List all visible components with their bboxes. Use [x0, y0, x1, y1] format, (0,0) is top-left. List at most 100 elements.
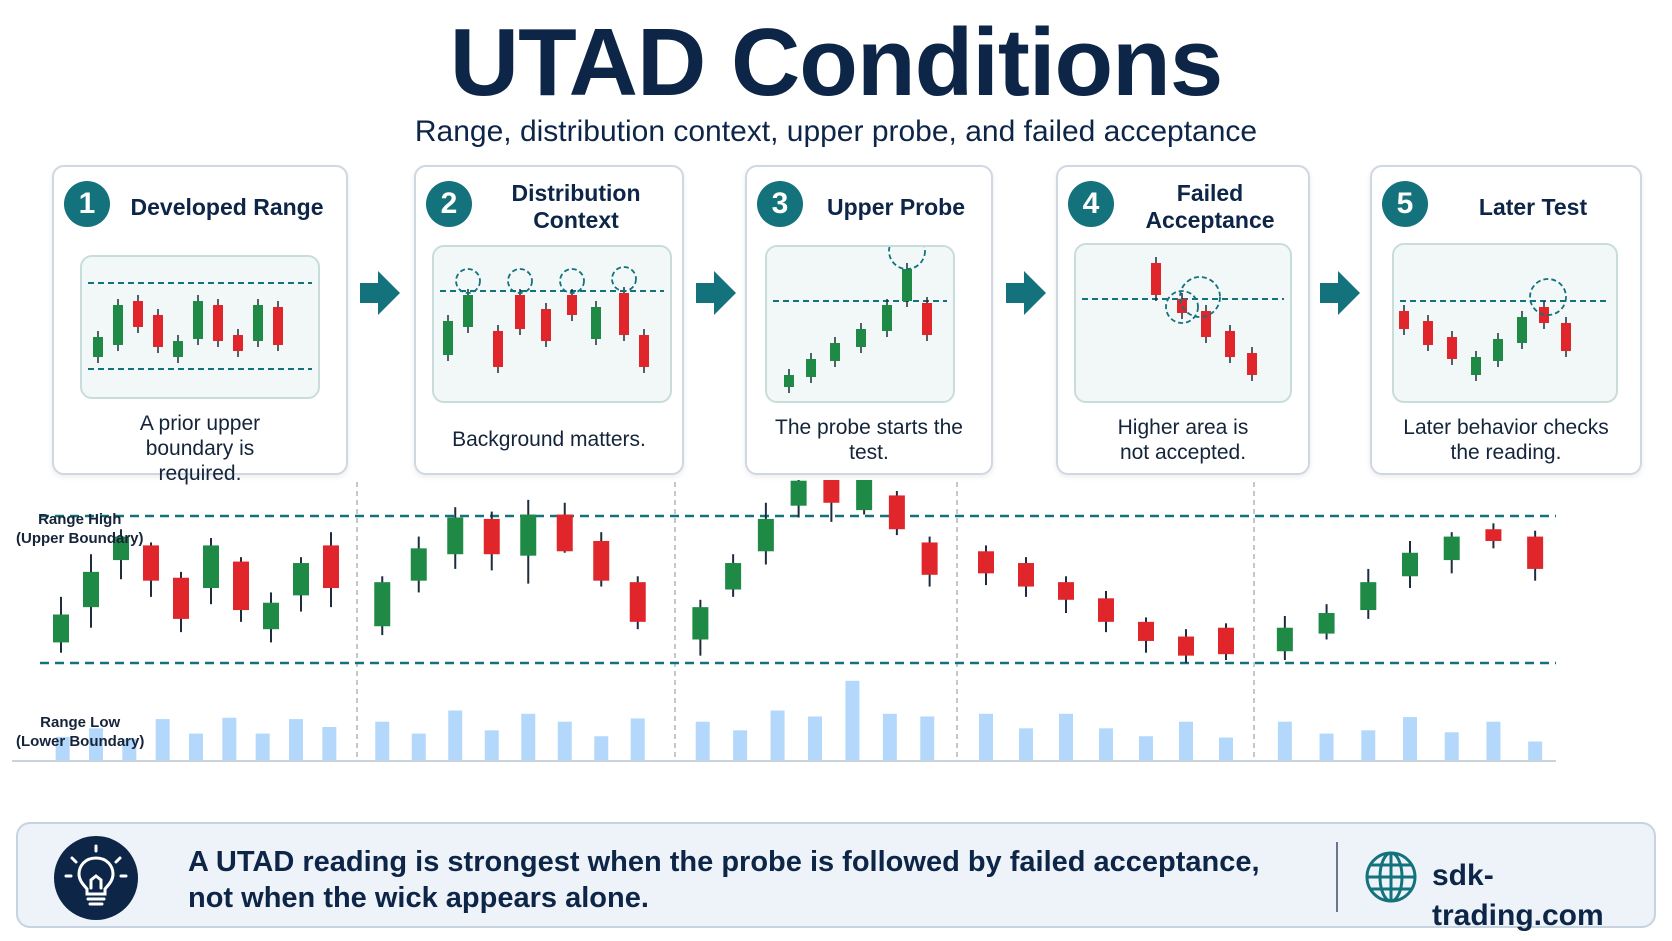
mini-bear-candle [213, 305, 223, 341]
mini-bull-candle [93, 337, 103, 357]
bull-candle [520, 514, 537, 556]
bear-candle [483, 518, 500, 555]
step-card-2: 2 Distribution Context Background matter… [414, 165, 684, 475]
volume-bar [979, 713, 993, 760]
mini-bear-candle [541, 309, 551, 341]
arrow-right-icon [1006, 271, 1046, 315]
highlight-circle [559, 268, 585, 294]
mini-bull-candle [882, 305, 892, 331]
bull-candle [53, 614, 69, 643]
mini-bull-candle [1493, 339, 1503, 361]
volume-bar [222, 717, 237, 760]
volume-bar [411, 733, 426, 760]
volume-bar [521, 713, 536, 760]
volume-bar [448, 710, 463, 760]
mini-bull-candle [463, 295, 473, 327]
bear-candle [978, 551, 994, 574]
volume-bar [55, 736, 70, 760]
volume-bar [484, 730, 499, 760]
mini-bull-candle [113, 305, 123, 345]
bull-candle [374, 582, 391, 627]
volume-bar [557, 721, 572, 760]
bear-candle [1138, 621, 1154, 641]
bear-candle [593, 540, 610, 581]
mini-chart-upper-probe [765, 245, 955, 403]
bull-candle [83, 571, 99, 608]
bull-candle [1318, 613, 1335, 634]
volume-bar [1444, 732, 1459, 760]
step-title: Upper Probe [826, 193, 966, 220]
bear-candle [1527, 536, 1544, 569]
volume-bar [1059, 713, 1073, 760]
step-number-badge: 2 [426, 181, 472, 227]
mini-bear-candle [273, 307, 283, 345]
volume-bar [189, 733, 203, 760]
step-card-5: 5 Later Test Later behavior checks the r… [1370, 165, 1642, 475]
step-title: Distribution Context [511, 180, 641, 233]
volume-bar [322, 727, 337, 760]
volume-bar [89, 728, 103, 760]
volume-bar [1361, 730, 1376, 760]
bear-candle [1485, 529, 1502, 541]
volume-bar [1319, 733, 1334, 760]
volume-bar [594, 736, 609, 760]
lightbulb-icon [54, 836, 138, 920]
main-candlestick-chart [12, 480, 1556, 762]
volume-bar [289, 719, 303, 760]
bull-candle [447, 517, 464, 555]
volume-bar [1219, 737, 1233, 760]
volume-bar [845, 680, 860, 760]
bear-candle [173, 577, 189, 619]
bull-candle [203, 545, 219, 589]
mini-bear-candle [153, 315, 163, 347]
highlight-circle [1529, 278, 1567, 316]
bull-candle [790, 480, 807, 506]
mini-chart-failed-acceptance [1074, 243, 1292, 403]
volume-bar [375, 721, 390, 760]
highlight-circle [611, 266, 637, 292]
mini-bear-candle [515, 295, 525, 329]
bull-candle [263, 602, 279, 630]
mini-bear-candle [567, 295, 577, 315]
bull-candle [293, 563, 309, 596]
bear-candle [1178, 636, 1194, 656]
mini-bull-candle [443, 321, 453, 355]
mini-chart-distribution-context [432, 245, 672, 403]
mini-bear-candle [1561, 323, 1571, 351]
volume-bar [630, 718, 645, 760]
step-caption: The probe starts the test. [775, 416, 963, 464]
bull-candle [757, 518, 774, 552]
mini-chart-developed-range [80, 255, 320, 399]
bear-candle [629, 582, 646, 622]
range-high-title: Range High [38, 511, 122, 528]
bull-candle [725, 563, 742, 590]
bull-candle [1443, 536, 1460, 561]
volume-bar [1019, 728, 1033, 760]
mini-bear-candle [1225, 331, 1235, 357]
mini-bear-candle [1201, 311, 1211, 337]
mini-bear-candle [1177, 299, 1187, 313]
bull-candle [1276, 627, 1293, 652]
footer-divider [1336, 842, 1338, 912]
step-number-badge: 3 [757, 181, 803, 227]
mini-bull-candle [856, 329, 866, 347]
mini-bull-candle [193, 301, 203, 339]
volume-bar [733, 730, 748, 760]
mini-bear-candle [493, 331, 503, 367]
website-link[interactable]: sdk-trading.com [1432, 859, 1604, 932]
volume-bar [882, 713, 897, 760]
volume-bar [155, 719, 170, 760]
volume-bar [1403, 717, 1417, 760]
step-title: Failed Acceptance [1145, 180, 1275, 233]
mini-bear-candle [233, 335, 243, 351]
bear-candle [1018, 563, 1034, 587]
bull-candle [692, 607, 709, 640]
mini-bear-candle [619, 293, 629, 335]
volume-bar [122, 738, 137, 760]
bear-candle [556, 514, 573, 552]
range-low-subtitle: (Lower Boundary) [16, 733, 145, 750]
mini-bull-candle [1471, 357, 1481, 375]
globe-icon [1365, 851, 1417, 903]
bull-candle [1360, 582, 1377, 611]
mini-bear-candle [1423, 321, 1433, 345]
